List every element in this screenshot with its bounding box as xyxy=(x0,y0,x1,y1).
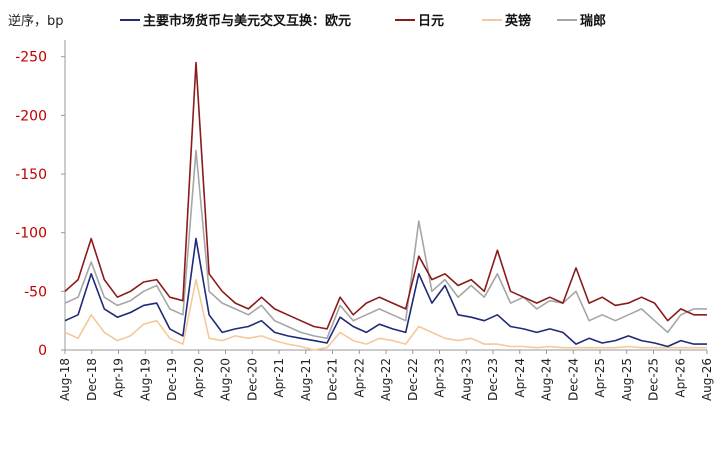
x-tick-label: Dec-20 xyxy=(245,358,259,401)
legend-swatch-2 xyxy=(482,18,502,21)
x-tick-label: Apr-20 xyxy=(192,358,206,398)
y-unit-label: 逆序，bp xyxy=(8,14,64,29)
y-tick-label: -50 xyxy=(24,284,47,300)
x-tick-label: Dec-22 xyxy=(406,358,420,401)
series-line-3 xyxy=(64,149,707,340)
x-tick-label: Dec-23 xyxy=(486,358,500,401)
x-tick-label: Apr-24 xyxy=(513,358,527,398)
x-tick-label: Aug-20 xyxy=(219,358,233,401)
x-tick-label: Aug-26 xyxy=(700,358,714,401)
x-tick-label: Aug-24 xyxy=(540,358,554,401)
x-tick-label: Apr-21 xyxy=(272,358,286,398)
legend-item-3: 瑞郎 xyxy=(557,10,606,29)
legend-label-3: 瑞郎 xyxy=(580,14,607,29)
legend-label-2: 英镑 xyxy=(505,14,532,29)
series-line-0 xyxy=(64,237,707,348)
legend-swatch-1 xyxy=(395,18,415,21)
x-tick-label: Apr-23 xyxy=(433,358,447,398)
x-tick-label: Aug-21 xyxy=(299,358,313,401)
series-line-2 xyxy=(64,278,707,351)
y-tick-label: -100 xyxy=(15,226,47,242)
x-tick-label: Aug-18 xyxy=(58,358,72,401)
x-tick-label: Dec-18 xyxy=(85,358,99,401)
x-tick-label: Apr-25 xyxy=(593,358,607,398)
x-tick-label: Aug-25 xyxy=(620,358,634,401)
x-tick-label: Aug-22 xyxy=(379,358,393,401)
y-tick-label: -200 xyxy=(15,108,47,124)
y-tick-label: 0 xyxy=(38,343,47,359)
x-tick-label: Dec-19 xyxy=(165,358,179,401)
legend-item-0: 主要市场货币与美元交叉互换：欧元 xyxy=(120,10,351,29)
legend-item-1: 日元 xyxy=(395,10,444,29)
x-tick-label: Apr-19 xyxy=(112,358,126,398)
x-tick-label: Aug-19 xyxy=(138,358,152,401)
x-tick-label: Dec-25 xyxy=(647,358,661,401)
legend-swatch-3 xyxy=(557,18,577,21)
x-tick-label: Apr-26 xyxy=(673,358,687,398)
x-tick-label: Aug-23 xyxy=(459,358,473,401)
legend-label-1: 日元 xyxy=(418,14,445,29)
y-tick-label: -150 xyxy=(15,167,47,183)
series-line-1 xyxy=(64,61,707,330)
x-tick-label: Dec-24 xyxy=(566,358,580,401)
x-tick-label: Dec-21 xyxy=(326,358,340,401)
y-tick-label: -250 xyxy=(15,50,47,66)
legend-label-0: 主要市场货币与美元交叉互换：欧元 xyxy=(143,14,352,29)
x-tick-label: Apr-22 xyxy=(352,358,366,398)
legend-swatch-0 xyxy=(120,18,140,21)
legend-item-2: 英镑 xyxy=(482,10,531,29)
